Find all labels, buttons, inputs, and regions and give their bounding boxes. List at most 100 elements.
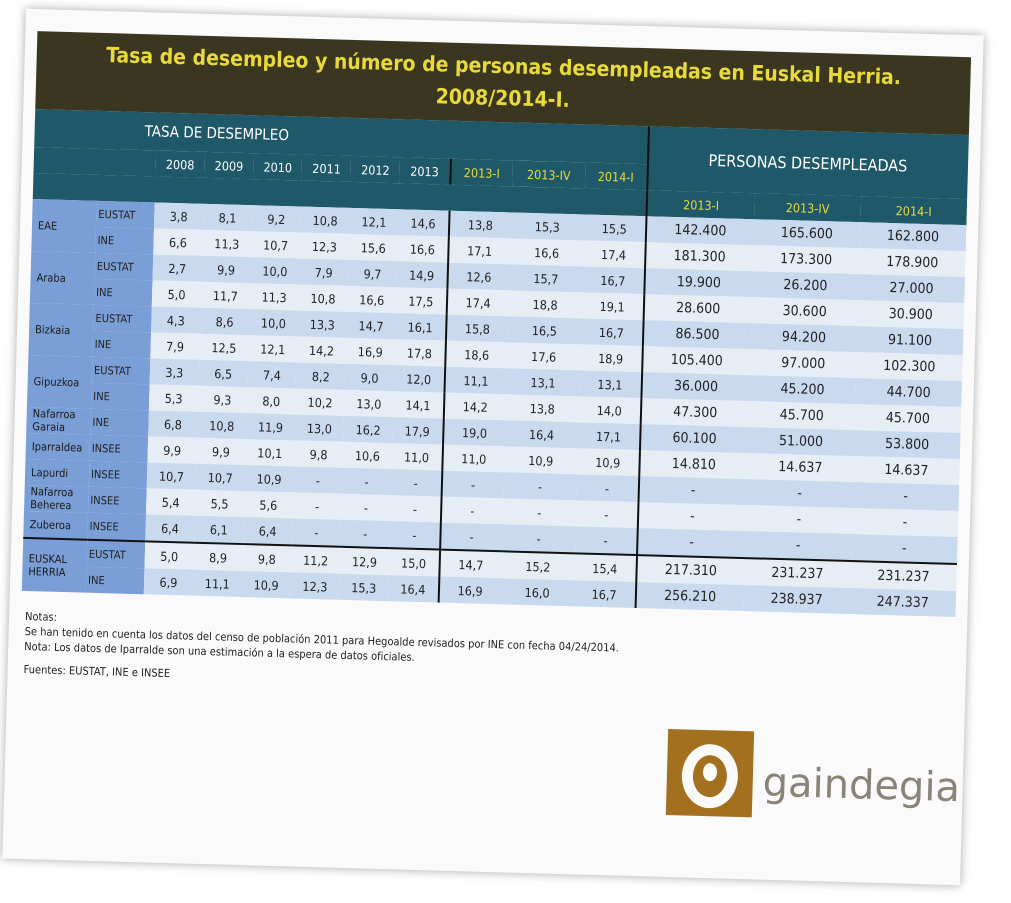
persons-cell: 36.000	[641, 372, 750, 402]
rate-cell: 15,6	[348, 233, 399, 262]
rate-cell: 7,9	[298, 258, 349, 286]
rate-cell: 9,0	[344, 363, 395, 392]
section-label: PERSONAS DESEMPLEADAS	[646, 126, 969, 200]
persons-cell: 231.237	[850, 561, 957, 591]
region-label: Araba	[29, 251, 96, 305]
persons-cell: 14.637	[746, 453, 854, 483]
region-label: EUSKAL HERRIA	[21, 537, 88, 593]
rate-cell: 10,8	[300, 206, 350, 234]
logo-text: gaindegia	[762, 759, 961, 812]
rate-cell: 11,1	[444, 366, 507, 395]
rate-cell: 16,6	[397, 235, 449, 263]
logo: gaindegia	[663, 727, 961, 835]
persons-cell: 30.900	[857, 300, 965, 330]
rate-cell: -	[341, 467, 392, 496]
column-header: 2009	[204, 151, 254, 180]
data-table: TASA DE DESEMPLEO PERSONAS DESEMPLEADAS 20…	[21, 109, 969, 617]
rate-cell: -	[501, 524, 576, 554]
persons-cell: 26.200	[752, 271, 859, 301]
region-label: Nafarroa Garaia	[26, 406, 91, 435]
rate-cell: 5,4	[145, 488, 196, 516]
rate-cell: 14,9	[396, 261, 448, 289]
persons-cell: 231.237	[743, 558, 851, 589]
persons-cell: 30.600	[751, 297, 859, 327]
card: Tasa de desempleo y número de personas d…	[2, 8, 984, 886]
rate-cell: 7,4	[247, 361, 297, 389]
rate-cell: 10,9	[241, 571, 291, 599]
corner	[33, 147, 157, 177]
rate-cell: 18,6	[444, 340, 508, 369]
rate-cell: 12,1	[349, 207, 399, 236]
rate-cell: 12,3	[299, 232, 350, 260]
rate-cell: 16,2	[343, 415, 393, 444]
persons-cell: 178.900	[858, 248, 966, 278]
rate-cell: 8,0	[246, 387, 297, 415]
persons-cell: -	[851, 508, 959, 538]
rate-cell: 5,3	[148, 384, 199, 412]
rate-cell: 11,2	[290, 545, 341, 574]
rate-cell: 16,7	[573, 580, 637, 609]
persons-cell: 165.600	[753, 219, 861, 249]
rate-cell: -	[503, 472, 577, 501]
rate-cell: 10,8	[196, 411, 247, 440]
region-label: Zuberoa	[23, 510, 89, 540]
rate-cell: 17,6	[506, 342, 581, 371]
persons-cell: -	[746, 479, 853, 509]
column-header: 2013-I	[646, 190, 755, 220]
rate-cell: 14,2	[296, 336, 347, 364]
source-label: EUSTAT	[94, 252, 154, 281]
rate-cell: 7,9	[150, 332, 200, 360]
rate-cell: 10,8	[298, 284, 348, 312]
column-header: 2013-I	[449, 158, 513, 187]
rate-cell: 11,0	[391, 443, 443, 471]
rate-cell: 10,9	[576, 448, 640, 477]
source-label: INSEE	[87, 512, 146, 542]
column-header: 2014-I	[860, 196, 968, 226]
rate-cell: 16,4	[387, 575, 439, 603]
region-label: Nafarroa Beherea	[24, 484, 89, 513]
rate-cell: -	[575, 500, 639, 529]
rate-cell: 15,8	[445, 314, 509, 343]
rate-cell: 15,5	[583, 214, 647, 243]
rate-cell: 18,8	[508, 290, 582, 319]
rate-cell: 8,9	[193, 542, 243, 572]
region-label: EAE	[31, 199, 97, 253]
column-header: 2013-IV	[754, 193, 861, 223]
persons-cell: 97.000	[749, 349, 857, 379]
rate-cell: 14,7	[438, 549, 502, 579]
column-header: 2010	[253, 153, 303, 181]
rate-cell: 12,5	[199, 333, 249, 362]
rate-cell: 10,7	[250, 231, 301, 259]
rate-cell: 14,7	[346, 311, 396, 340]
rate-cell: 13,0	[344, 389, 394, 418]
rate-cell: 13,1	[579, 370, 642, 399]
persons-cell: 162.800	[859, 222, 967, 252]
rate-cell: 11,0	[441, 444, 505, 473]
persons-cell: 181.300	[644, 242, 754, 272]
rate-cell: 9,9	[201, 255, 251, 284]
rate-cell: 9,8	[293, 440, 344, 468]
rate-cell: 16,6	[509, 238, 584, 267]
rate-cell: 15,4	[573, 553, 637, 583]
persons-cell: 105.400	[641, 346, 751, 376]
rate-cell: 6,5	[198, 359, 248, 388]
persons-cell: 19.900	[644, 268, 753, 298]
rate-cell: 10,6	[342, 441, 393, 470]
source-label: EUSTAT	[86, 539, 146, 569]
rate-cell: 16,7	[581, 266, 645, 295]
rate-cell: -	[502, 498, 577, 527]
persons-cell: 247.337	[849, 588, 957, 617]
rate-cell: 6,4	[145, 514, 195, 543]
persons-cell: -	[745, 505, 853, 535]
rate-cell: 17,9	[392, 417, 444, 445]
source-label: INE	[90, 408, 149, 437]
column-header: 2013-IV	[512, 160, 586, 189]
rate-cell: -	[390, 495, 442, 523]
rate-cell: 10,7	[146, 462, 197, 490]
region-label: Bizkaia	[28, 303, 94, 357]
rate-cell: 15,7	[509, 264, 583, 293]
source-label: INE	[95, 226, 154, 255]
column-header: 2014-I	[584, 162, 648, 191]
rate-cell: -	[341, 493, 391, 522]
rate-cell: 8,2	[296, 362, 346, 390]
